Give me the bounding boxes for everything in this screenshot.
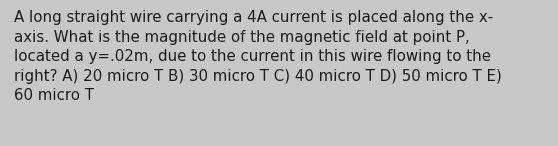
Text: A long straight wire carrying a 4A current is placed along the x-
axis. What is : A long straight wire carrying a 4A curre… [14, 10, 502, 104]
